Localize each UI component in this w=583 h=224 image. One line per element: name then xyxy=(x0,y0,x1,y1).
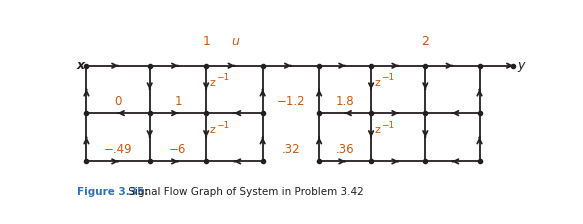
Text: −1: −1 xyxy=(216,73,229,82)
Text: −1: −1 xyxy=(381,73,394,82)
Text: −1: −1 xyxy=(381,121,394,130)
Text: −6: −6 xyxy=(169,143,187,156)
Text: Signal Flow Graph of System in Problem 3.42: Signal Flow Graph of System in Problem 3… xyxy=(125,187,364,197)
Text: −1.2: −1.2 xyxy=(276,95,305,108)
Text: −.49: −.49 xyxy=(104,143,132,156)
Text: z: z xyxy=(210,125,216,135)
Text: 1: 1 xyxy=(174,95,182,108)
Text: 1.8: 1.8 xyxy=(336,95,354,108)
Text: z: z xyxy=(210,78,216,88)
Text: .36: .36 xyxy=(336,143,354,156)
Text: 2: 2 xyxy=(422,35,429,48)
Text: −1: −1 xyxy=(216,121,229,130)
Text: y: y xyxy=(517,59,524,72)
Text: u: u xyxy=(231,35,240,48)
Text: x: x xyxy=(76,59,84,72)
Text: z: z xyxy=(375,78,381,88)
Text: Figure 3.35:: Figure 3.35: xyxy=(78,187,149,197)
Text: z: z xyxy=(375,125,381,135)
Text: 0: 0 xyxy=(114,95,122,108)
Text: 1: 1 xyxy=(202,35,210,48)
Text: .32: .32 xyxy=(282,143,300,156)
